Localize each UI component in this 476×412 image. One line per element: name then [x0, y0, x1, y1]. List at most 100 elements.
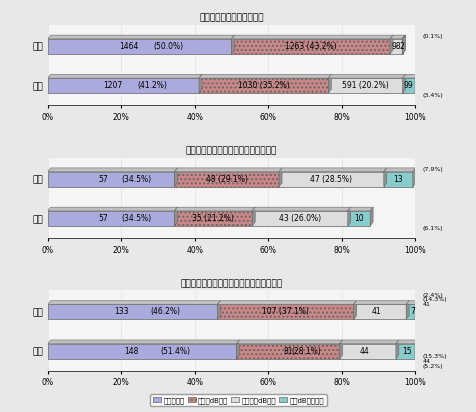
- Text: 591 (20.2%): 591 (20.2%): [341, 81, 388, 90]
- Text: (41.2%): (41.2%): [138, 81, 168, 90]
- Text: 107 (37.1%): 107 (37.1%): [261, 307, 308, 316]
- Polygon shape: [383, 168, 415, 172]
- Text: 10: 10: [353, 214, 363, 223]
- Text: (34.5%): (34.5%): [121, 175, 151, 184]
- Polygon shape: [48, 301, 220, 304]
- Text: (28.1%): (28.1%): [291, 346, 321, 356]
- Bar: [402, 78, 414, 93]
- Text: (6.1%): (6.1%): [421, 226, 442, 231]
- Text: 44: 44: [421, 359, 429, 364]
- Polygon shape: [174, 168, 281, 172]
- Polygon shape: [347, 207, 372, 211]
- Text: 98: 98: [390, 42, 400, 51]
- Text: 7: 7: [409, 307, 414, 316]
- Bar: [339, 344, 395, 358]
- Bar: [353, 304, 406, 319]
- Bar: [406, 304, 414, 319]
- Text: 133: 133: [114, 307, 129, 316]
- Title: 非近接空間（Ｂ、Ｃ類型）（２８８地点）: 非近接空間（Ｂ、Ｃ類型）（２８８地点）: [180, 279, 282, 288]
- Text: (7.9%): (7.9%): [421, 167, 442, 172]
- Text: (2.4%): (2.4%): [421, 293, 442, 298]
- Polygon shape: [402, 75, 405, 93]
- Polygon shape: [48, 75, 201, 78]
- Polygon shape: [414, 340, 417, 358]
- Title: 近接空間（２８２７地点）: 近接空間（２８２７地点）: [198, 14, 263, 23]
- Bar: [236, 344, 339, 358]
- Polygon shape: [252, 207, 255, 226]
- Text: (14.3%): (14.3%): [421, 297, 446, 302]
- Polygon shape: [353, 301, 408, 304]
- Bar: [347, 211, 369, 226]
- Polygon shape: [217, 301, 220, 319]
- Text: 1464: 1464: [119, 42, 138, 51]
- Polygon shape: [412, 168, 415, 187]
- Polygon shape: [252, 207, 350, 211]
- Text: 2: 2: [399, 42, 404, 51]
- Polygon shape: [174, 207, 177, 226]
- Polygon shape: [414, 75, 417, 93]
- Text: 57: 57: [99, 175, 109, 184]
- Text: 81: 81: [283, 346, 292, 356]
- Text: 148: 148: [124, 346, 138, 356]
- Polygon shape: [231, 35, 392, 39]
- Bar: [174, 211, 252, 226]
- Polygon shape: [414, 301, 417, 319]
- Polygon shape: [278, 168, 386, 172]
- Polygon shape: [402, 75, 417, 78]
- Bar: [252, 211, 347, 226]
- Polygon shape: [369, 207, 372, 226]
- Polygon shape: [327, 75, 405, 78]
- Text: (3.4%): (3.4%): [421, 93, 442, 98]
- Bar: [389, 39, 401, 54]
- Bar: [217, 304, 353, 319]
- Polygon shape: [347, 207, 350, 226]
- Text: (50.0%): (50.0%): [154, 42, 184, 51]
- Text: 41: 41: [371, 307, 380, 316]
- Bar: [383, 172, 412, 187]
- Polygon shape: [402, 35, 405, 54]
- Polygon shape: [383, 168, 386, 187]
- Text: 44: 44: [358, 346, 368, 356]
- Title: 非近接空間（Ａ類型）（１６５地点）: 非近接空間（Ａ類型）（１６５地点）: [185, 146, 277, 155]
- Polygon shape: [48, 35, 234, 39]
- Bar: [48, 344, 236, 358]
- Polygon shape: [339, 340, 342, 358]
- Text: 99: 99: [403, 81, 413, 90]
- Polygon shape: [48, 340, 239, 344]
- Polygon shape: [236, 340, 342, 344]
- Text: 48 (29.1%): 48 (29.1%): [205, 175, 247, 184]
- Polygon shape: [389, 35, 404, 39]
- Bar: [48, 78, 198, 93]
- Text: 15: 15: [402, 346, 411, 356]
- Polygon shape: [48, 207, 177, 211]
- Text: 1207: 1207: [102, 81, 122, 90]
- Text: 1030 (35.2%): 1030 (35.2%): [238, 81, 289, 90]
- Text: (0.1%): (0.1%): [421, 34, 442, 39]
- Polygon shape: [231, 35, 234, 54]
- Polygon shape: [401, 35, 404, 54]
- Polygon shape: [406, 301, 417, 304]
- Bar: [327, 78, 402, 93]
- Polygon shape: [48, 168, 177, 172]
- Polygon shape: [327, 75, 330, 93]
- Polygon shape: [236, 340, 239, 358]
- Bar: [174, 172, 278, 187]
- Text: (46.2%): (46.2%): [150, 307, 180, 316]
- Text: (51.4%): (51.4%): [160, 346, 190, 356]
- Bar: [48, 211, 174, 226]
- Text: 57: 57: [99, 214, 109, 223]
- Polygon shape: [395, 340, 398, 358]
- Text: 13: 13: [393, 175, 402, 184]
- Polygon shape: [174, 207, 255, 211]
- Text: (5.2%): (5.2%): [421, 363, 442, 369]
- Polygon shape: [339, 340, 398, 344]
- Polygon shape: [353, 301, 356, 319]
- Polygon shape: [401, 35, 405, 39]
- Bar: [395, 344, 414, 358]
- Polygon shape: [174, 168, 177, 187]
- Bar: [198, 78, 327, 93]
- Polygon shape: [406, 301, 408, 319]
- Text: 43 (26.0%): 43 (26.0%): [278, 214, 320, 223]
- Text: (15.3%): (15.3%): [421, 354, 446, 359]
- Polygon shape: [389, 35, 392, 54]
